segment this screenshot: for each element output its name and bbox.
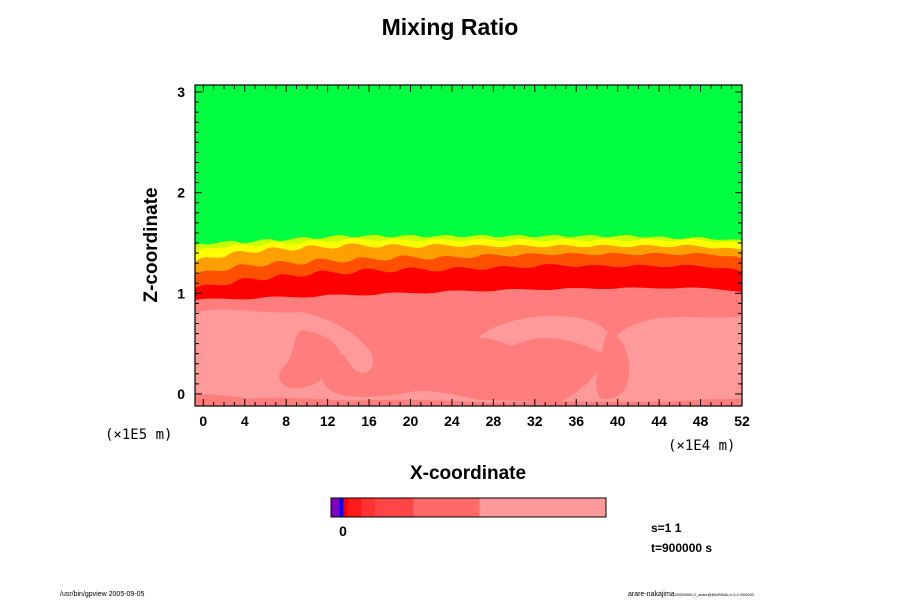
y-tick-labels: 0 1 2 3 bbox=[177, 84, 185, 402]
x-tick-label: 20 bbox=[403, 413, 419, 429]
colorbar-segment bbox=[339, 498, 344, 517]
y-axis-label: Z-coordinate bbox=[141, 187, 162, 302]
lower-patch-light-2 bbox=[476, 316, 611, 360]
info-s: s=1 1 bbox=[651, 521, 682, 535]
bottom-dark-band bbox=[195, 394, 742, 406]
footer-right: arare-nakajima20050905-2_arare@MixRtNAi,… bbox=[628, 591, 755, 598]
x-tick-label: 16 bbox=[361, 413, 377, 429]
lower-patch-light-3 bbox=[195, 317, 315, 353]
y-tick-label: 2 bbox=[177, 185, 185, 201]
colorbar bbox=[330, 497, 607, 518]
contour-field bbox=[195, 85, 742, 406]
lower-patch-dark-3 bbox=[596, 330, 630, 400]
x-tick-label: 12 bbox=[320, 413, 336, 429]
x-axis-label: X-coordinate bbox=[410, 463, 526, 484]
y-tick-label: 1 bbox=[177, 285, 185, 301]
x-tick-label: 0 bbox=[199, 413, 207, 429]
x-tick-label: 40 bbox=[610, 413, 626, 429]
colorbar-segment bbox=[347, 498, 362, 517]
lower-patch-dark-2 bbox=[470, 337, 570, 389]
footer-right-small: 20050905-2_arare@MixRtNAi,x=1,t=900000 bbox=[675, 592, 755, 597]
colorbar-segment bbox=[479, 498, 607, 517]
lower-patch-dark bbox=[279, 330, 340, 389]
colorbar-segment bbox=[331, 498, 340, 517]
x-tick-label: 24 bbox=[444, 413, 460, 429]
x-tick-label: 28 bbox=[486, 413, 502, 429]
x-tick-label: 8 bbox=[282, 413, 290, 429]
footer-left: /usr/bin/gpview 2005-09-05 bbox=[60, 591, 145, 598]
x-tick-label: 48 bbox=[693, 413, 709, 429]
colorbar-frame bbox=[330, 497, 607, 518]
colorbar-segment bbox=[375, 498, 414, 517]
x-tick-label: 36 bbox=[568, 413, 584, 429]
x-tick-label: 44 bbox=[651, 413, 667, 429]
x-tick-label: 32 bbox=[527, 413, 543, 429]
footer-right-main: arare-nakajima bbox=[628, 591, 675, 598]
plot-frame bbox=[194, 84, 743, 407]
region-upper bbox=[195, 85, 742, 245]
x-tick-label: 52 bbox=[734, 413, 750, 429]
x-tick-label: 4 bbox=[241, 413, 249, 429]
colorbar-segment bbox=[343, 498, 348, 517]
colorbar-tick-label: 0 bbox=[339, 523, 347, 539]
y-scale-note: (×1E5 m) bbox=[105, 427, 172, 443]
colorbar-segment bbox=[361, 498, 376, 517]
lower-patch-dark-4 bbox=[411, 350, 439, 388]
y-tick-label: 0 bbox=[177, 386, 185, 402]
x-scale-note: (×1E4 m) bbox=[668, 438, 735, 454]
chart-title: Mixing Ratio bbox=[381, 14, 519, 40]
info-t: t=900000 s bbox=[651, 541, 712, 555]
axis-ticks bbox=[195, 85, 743, 406]
y-tick-label: 3 bbox=[177, 84, 185, 100]
x-tick-labels: 0 4 8 12 16 20 24 28 32 36 40 44 48 52 bbox=[199, 413, 750, 429]
colorbar-segment bbox=[413, 498, 480, 517]
